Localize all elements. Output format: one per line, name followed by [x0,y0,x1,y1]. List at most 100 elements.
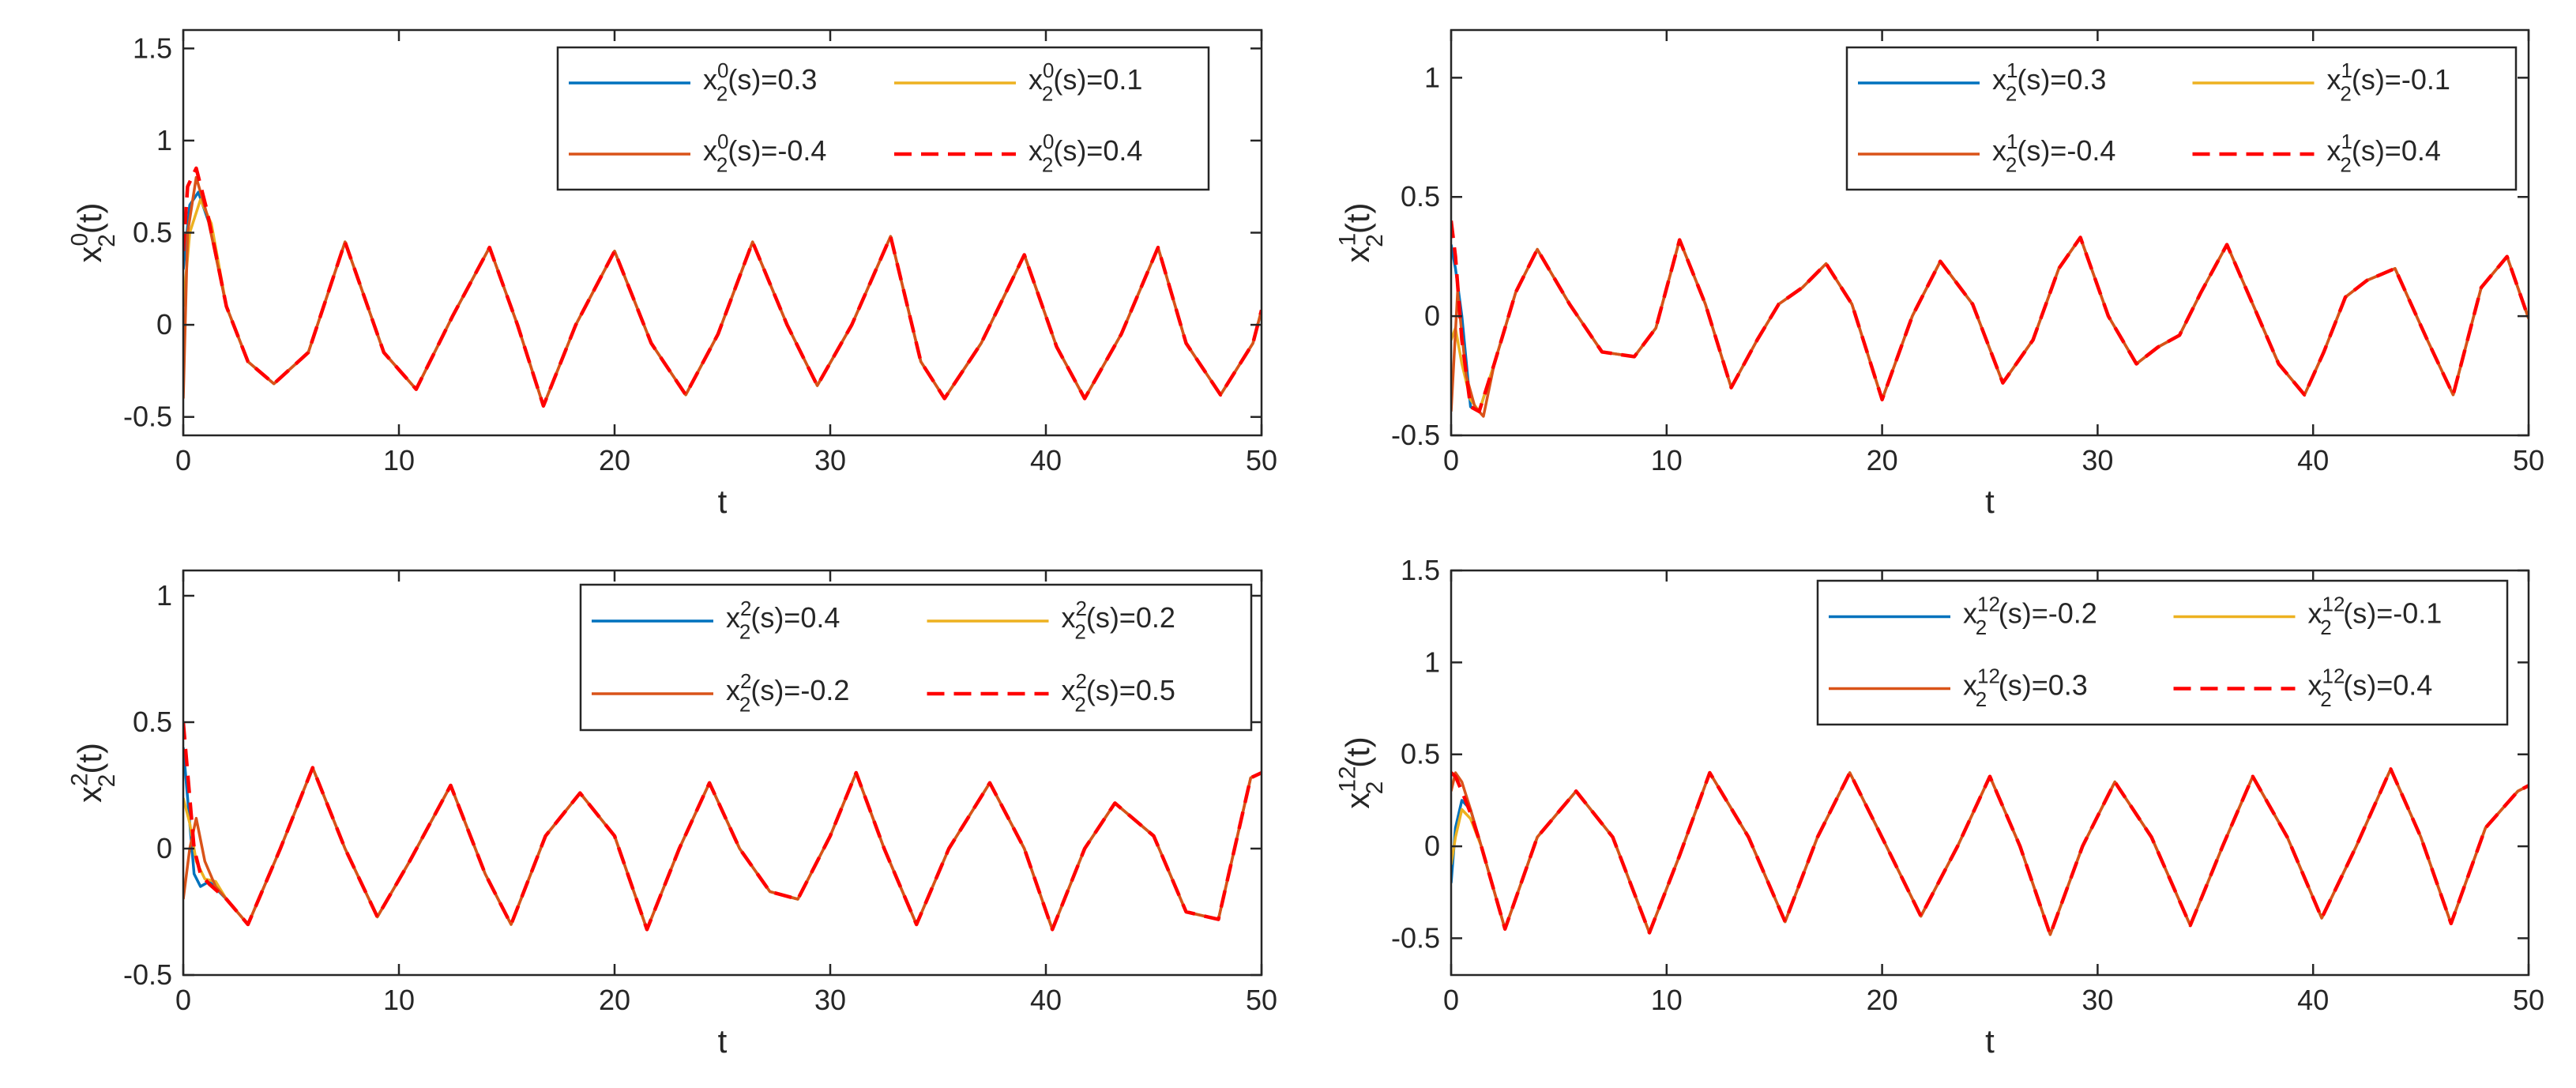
legend-label-4: x0 2(s)=0.4 [1029,130,1142,177]
x-axis-label: t [718,483,728,520]
y-tick-label: 1 [156,124,172,156]
legend-box [1845,46,2518,191]
legend-label-3: x2 2(s)=-0.2 [726,669,849,717]
series-line-3 [1451,235,2529,418]
plot-lines [1451,767,2529,937]
x-tick-label: 30 [814,984,846,1016]
y-tick-label: 1 [1424,61,1440,93]
legend-box [556,46,1210,191]
y-tick-label: 1 [156,579,172,612]
x-tick-label: 50 [1246,444,1277,476]
y-axis-label: x122(t) [1334,736,1387,809]
series-line-4 [183,721,1262,932]
y-tick-label: 0.5 [133,216,172,249]
plot-lines [1451,220,2529,418]
x-tick-label: 50 [2513,444,2544,476]
plot-lines [183,166,1262,408]
y-tick-label: 0 [156,308,172,341]
x-tick-label: 0 [175,984,191,1016]
y-tick-label: -0.5 [1391,419,1440,451]
legend-label-1: x1 2(s)=0.3 [1992,58,2106,106]
y-axis-label: x02(t) [66,202,119,262]
series-line-1 [183,747,1262,932]
x-tick-label: 20 [599,984,630,1016]
x-tick-label: 0 [175,444,191,476]
x-axis-label: t [718,1022,728,1060]
legend-label-2: x0 2(s)=0.1 [1029,58,1142,106]
x-tick-label: 30 [2081,984,2113,1016]
y-tick-label: 0.5 [1401,738,1440,770]
axes-box [1450,28,2530,437]
x-tick-label: 20 [1867,984,1898,1016]
legend: x12 2 (s)=-0.2 x12 2 (s)=-0.1 x12 2 (s)=0.3 x12 2(… [1816,579,2509,726]
y-tick-label: 0 [1424,299,1440,332]
y-axis-label-group: x12(t) [1334,202,1387,262]
y-axis-label: x12(t) [1334,202,1387,262]
y-tick-label: 0 [156,832,172,864]
y-tick-label: -0.5 [123,958,172,991]
y-axis-label-group: x122(t) [1334,736,1387,809]
legend: x0 2(s)=0.3 x0 2(s)=0.1 x0 2(s)=-0.4 x0 2(s)=0.… [556,46,1210,191]
x-tick-label: 0 [1443,984,1459,1016]
legend-label-3: x1 2(s)=-0.4 [1992,130,2115,177]
x-axis-label: t [1985,1022,1995,1060]
x-tick-label: 10 [1651,984,1683,1016]
x-tick-label: 10 [1651,444,1683,476]
legend-label-4: x12 2 (s)=0.4 [2308,664,2433,711]
series-line-4 [1451,767,2529,937]
y-tick-label: -0.5 [123,401,172,433]
legend-label-2: x12 2 (s)=-0.1 [2308,592,2442,639]
plot-lines [183,721,1262,932]
legend-label-2: x1 2(s)=-0.1 [2327,58,2450,106]
x-tick-label: 0 [1443,444,1459,476]
legend: x1 2(s)=0.3 x1 2(s)=-0.1 x1 2(s)=-0.4 x1 2(s)=0… [1845,46,2518,191]
x-tick-label: 50 [2513,984,2544,1016]
legend-label-3: x0 2(s)=-0.4 [703,130,826,177]
x-tick-label: 40 [2297,444,2329,476]
legend-label-3: x12 2 (s)=0.3 [1963,664,2088,711]
axes-box [182,569,1263,977]
legend-label-1: x0 2(s)=0.3 [703,58,817,106]
y-tick-label: 0.5 [133,706,172,738]
series-line-2 [1451,235,2529,413]
series-line-4 [1451,220,2529,414]
x-tick-label: 40 [2297,984,2329,1016]
axes-box [1450,569,2530,977]
y-tick-label: 0 [1424,830,1440,862]
legend: x2 2(s)=0.4 x2 2(s)=0.2 x2 2(s)=-0.2 x2 2(s)=0.… [579,583,1253,732]
x-tick-label: 10 [383,984,415,1016]
x-axis-label: t [1985,483,1995,520]
series-line-2 [1451,767,2529,936]
x-tick-label: 20 [1867,444,1898,476]
legend-label-4: x1 2(s)=0.4 [2327,130,2441,177]
legend-label-1: x2 2(s)=0.4 [726,597,840,644]
y-tick-label: -0.5 [1391,921,1440,954]
legend-label-1: x12 2 (s)=-0.2 [1963,592,2097,639]
legend-box [579,583,1253,732]
y-tick-label: 1.5 [1401,554,1440,586]
x-tick-label: 30 [814,444,846,476]
x-tick-label: 40 [1030,444,1062,476]
y-tick-label: 1.5 [133,32,172,64]
series-line-3 [183,766,1262,932]
series-line-1 [1451,767,2529,936]
series-line-4 [183,166,1262,408]
series-line-3 [1451,767,2529,936]
y-axis-label: x22(t) [66,743,119,803]
x-tick-label: 50 [1246,984,1277,1016]
x-tick-label: 30 [2081,444,2113,476]
legend-box [1816,579,2509,726]
series-line-1 [1451,235,2529,413]
y-axis-label-group: x22(t) [66,743,119,803]
y-tick-label: 0.5 [1401,180,1440,213]
x-tick-label: 40 [1030,984,1062,1016]
legend-label-4: x2 2(s)=0.5 [1062,669,1175,717]
y-tick-label: 1 [1424,646,1440,678]
legend-label-2: x2 2(s)=0.2 [1062,597,1175,644]
